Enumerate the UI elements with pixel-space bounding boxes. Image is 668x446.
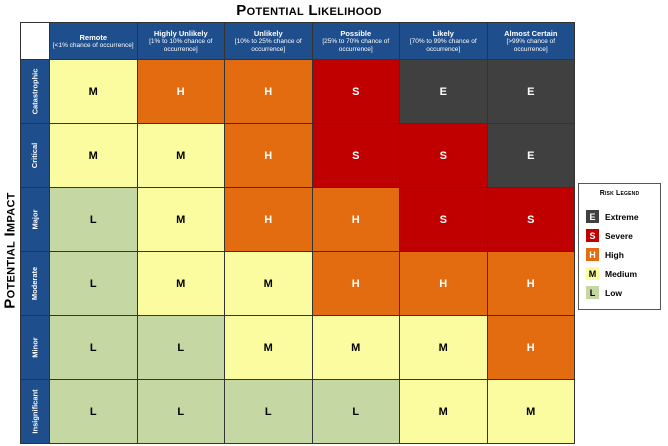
- risk-cell: H: [225, 60, 312, 123]
- risk-cell: H: [312, 252, 399, 315]
- risk-cell: L: [312, 380, 399, 443]
- legend-item: M Medium: [586, 264, 653, 283]
- row-header-label: Moderate: [30, 266, 40, 301]
- legend-swatch: H: [586, 248, 599, 261]
- risk-cell: S: [312, 124, 399, 187]
- row-header-label: Insignificant: [30, 389, 40, 434]
- risk-cell: M: [225, 316, 312, 379]
- legend-swatch: M: [586, 267, 599, 280]
- legend-item: L Low: [586, 283, 653, 302]
- legend-items: E Extreme S Severe H High M Medium L Low: [586, 207, 653, 302]
- risk-cell: H: [137, 60, 224, 123]
- risk-cell: S: [400, 188, 487, 251]
- legend-label: Severe: [605, 230, 633, 241]
- legend-label: Low: [605, 287, 622, 298]
- column-header-subtitle: [25% to 70% chance of occurrence]: [322, 37, 390, 53]
- risk-cell: L: [137, 380, 224, 443]
- row-header-label: Critical: [30, 142, 40, 169]
- column-header: Likely [70% to 99% chance of occurrence]: [400, 23, 487, 59]
- risk-cell: H: [487, 316, 574, 379]
- impact-axis-title: Potential Impact: [1, 191, 19, 309]
- column-header-name: Possible: [340, 28, 372, 38]
- risk-cell: E: [487, 124, 574, 187]
- column-header: Remote [<1% chance of occurrence]: [50, 23, 137, 59]
- column-header: Highly Unlikely [1% to 10% chance of occu…: [137, 23, 224, 59]
- row-header: Minor: [21, 316, 49, 379]
- column-header-subtitle: [70% to 99% chance of occurrence]: [409, 37, 477, 53]
- risk-cell: S: [400, 124, 487, 187]
- risk-cell: S: [487, 188, 574, 251]
- row-header: Catastrophic: [21, 60, 49, 123]
- column-header: Almost Certain [>99% chance of occurrence…: [487, 23, 574, 59]
- legend-item: H High: [586, 245, 653, 264]
- risk-legend: Risk Legend E Extreme S Severe H High M Medium L…: [578, 183, 661, 310]
- legend-title: Risk Legend: [599, 190, 640, 197]
- legend-label: Medium: [605, 268, 638, 279]
- row-header-label: Major: [30, 209, 40, 230]
- likelihood-axis-title: Potential Likelihood: [236, 2, 382, 19]
- risk-cell: H: [312, 188, 399, 251]
- risk-cell: L: [50, 188, 137, 251]
- risk-cell: M: [400, 380, 487, 443]
- column-header-name: Unlikely: [253, 28, 283, 38]
- row-header: Moderate: [21, 252, 49, 315]
- risk-cell: M: [400, 316, 487, 379]
- risk-cell: H: [487, 252, 574, 315]
- risk-cell: L: [225, 380, 312, 443]
- column-header: Unlikely [10% to 25% chance of occurrence…: [225, 23, 312, 59]
- impact-axis-title-wrapper: Potential Impact: [0, 60, 20, 440]
- column-header-subtitle: [1% to 10% chance of occurrence]: [149, 37, 213, 53]
- risk-cell: M: [50, 60, 137, 123]
- column-header-name: Likely: [432, 28, 454, 38]
- risk-cell: L: [50, 252, 137, 315]
- risk-matrix: Remote [<1% chance of occurrence] Highly U…: [20, 22, 575, 444]
- legend-label: Extreme: [605, 211, 639, 222]
- column-header-subtitle: [>99% chance of occurrence]: [506, 37, 556, 53]
- risk-cell: S: [312, 60, 399, 123]
- matrix-corner: [21, 23, 49, 59]
- risk-cell: E: [487, 60, 574, 123]
- risk-cell: M: [225, 252, 312, 315]
- risk-cell: H: [225, 124, 312, 187]
- risk-cell: H: [225, 188, 312, 251]
- risk-cell: M: [50, 124, 137, 187]
- row-header: Insignificant: [21, 380, 49, 443]
- risk-cell: M: [487, 380, 574, 443]
- column-header: Possible [25% to 70% chance of occurrence…: [312, 23, 399, 59]
- legend-swatch: E: [586, 210, 599, 223]
- risk-cell: M: [137, 188, 224, 251]
- risk-cell: L: [50, 380, 137, 443]
- legend-item: E Extreme: [586, 207, 653, 226]
- legend-swatch: L: [586, 286, 599, 299]
- row-header-label: Catastrophic: [30, 68, 40, 115]
- risk-cell: H: [400, 252, 487, 315]
- row-header: Critical: [21, 124, 49, 187]
- legend-swatch: S: [586, 229, 599, 242]
- legend-label: High: [605, 249, 624, 260]
- column-header-name: Almost Certain: [504, 28, 558, 38]
- column-header-name: Remote: [79, 32, 107, 42]
- row-header-label: Minor: [30, 337, 40, 358]
- column-header-subtitle: [10% to 25% chance of occurrence]: [234, 37, 302, 53]
- risk-cell: L: [50, 316, 137, 379]
- column-header-name: Highly Unlikely: [153, 28, 208, 38]
- risk-cell: E: [400, 60, 487, 123]
- column-header-subtitle: [<1% chance of occurrence]: [52, 41, 134, 49]
- risk-cell: L: [137, 316, 224, 379]
- risk-cell: M: [137, 124, 224, 187]
- risk-cell: M: [312, 316, 399, 379]
- row-header: Major: [21, 188, 49, 251]
- risk-cell: M: [137, 252, 224, 315]
- legend-item: S Severe: [586, 226, 653, 245]
